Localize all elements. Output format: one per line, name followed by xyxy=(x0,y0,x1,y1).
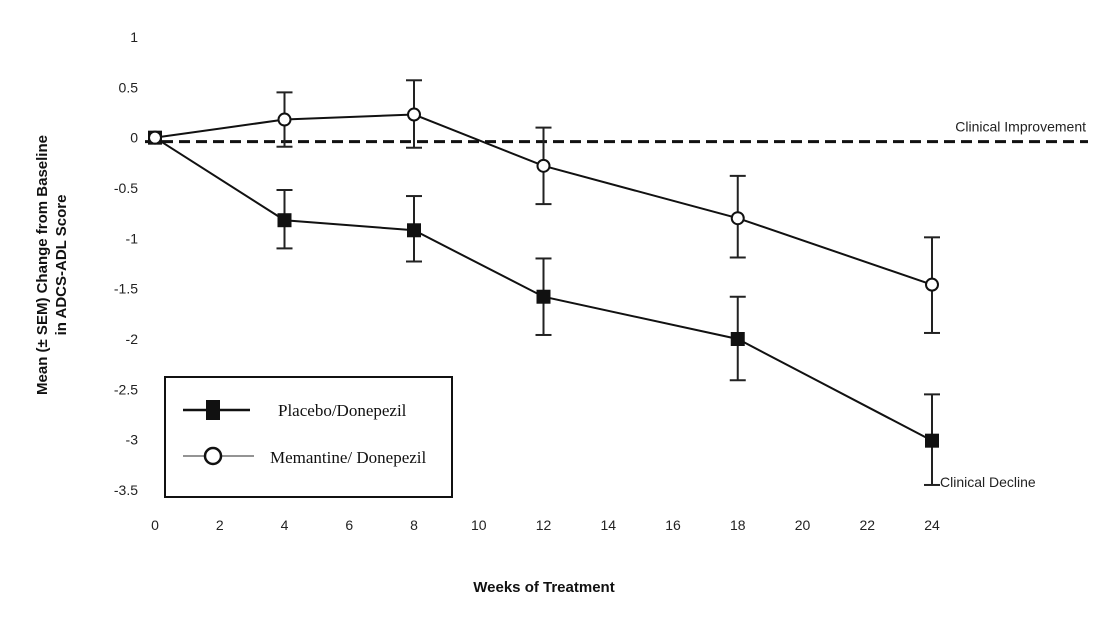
y-tick-label: -3 xyxy=(126,432,139,448)
series-layer xyxy=(148,79,940,486)
y-axis-title-line-1: Mean (± SEM) Change from Baseline xyxy=(34,135,51,395)
legend-label-placebo: Placebo/Donepezil xyxy=(278,401,407,420)
legend-item-memantine: Memantine/ Donepezil xyxy=(183,446,427,467)
data-point-square xyxy=(407,223,421,238)
data-point-circle xyxy=(536,158,551,173)
x-tick-label: 20 xyxy=(795,517,811,533)
x-axis-title: Weeks of Treatment xyxy=(473,579,614,596)
series-line xyxy=(154,113,933,286)
data-point-circle xyxy=(148,130,162,145)
x-tick-label: 2 xyxy=(216,517,224,533)
series-memantine-donepezil xyxy=(148,79,940,334)
x-tick-label: 6 xyxy=(345,517,353,533)
x-tick-label: 24 xyxy=(924,517,940,533)
legend-label-memantine: Memantine/ Donepezil xyxy=(270,448,427,467)
x-tick-label: 22 xyxy=(859,517,875,533)
data-point-square xyxy=(730,332,745,346)
legend-box xyxy=(164,376,453,498)
series-line xyxy=(154,136,933,442)
y-tick-label: -2.5 xyxy=(114,381,138,397)
y-tick-label: -2 xyxy=(126,331,139,347)
y-axis-title: Mean (± SEM) Change from Baseline in ADC… xyxy=(34,135,70,395)
y-axis-ticks: 1 0.5 0 -0.5 -1 -1.5 -2 -2.5 -3 -3.5 xyxy=(114,29,138,498)
x-axis-ticks: 0 2 4 6 8 10 12 14 16 18 20 22 24 xyxy=(151,517,940,533)
data-point-square xyxy=(925,433,939,448)
data-point-square xyxy=(536,289,551,304)
x-tick-label: 12 xyxy=(536,517,552,533)
legend-item-placebo: Placebo/Donepezil xyxy=(183,400,407,420)
x-tick-label: 8 xyxy=(410,517,418,533)
data-point-circle xyxy=(730,211,745,226)
data-point-circle xyxy=(277,112,292,127)
data-point-circle xyxy=(925,277,939,292)
legend: Placebo/Donepezil Memantine/ Donepezil xyxy=(164,376,453,498)
y-tick-label: -0.5 xyxy=(114,180,138,196)
y-tick-label: -1.5 xyxy=(114,281,138,297)
x-tick-label: 14 xyxy=(600,517,616,533)
annotation-clinical-decline: Clinical Decline xyxy=(940,474,1036,490)
annotation-clinical-improvement: Clinical Improvement xyxy=(955,119,1086,135)
x-tick-label: 16 xyxy=(665,517,681,533)
x-tick-label: 0 xyxy=(151,517,159,533)
x-tick-label: 10 xyxy=(471,517,487,533)
y-tick-label: 1 xyxy=(130,29,138,45)
y-tick-label: 0 xyxy=(130,130,138,146)
legend-marker-filled-square xyxy=(206,400,220,420)
y-tick-label: -1 xyxy=(126,230,139,246)
data-point-square xyxy=(277,213,292,228)
y-tick-label: 0.5 xyxy=(119,79,139,95)
y-axis-title-line-2: in ADCS-ADL Score xyxy=(53,195,70,336)
x-tick-label: 18 xyxy=(730,517,746,533)
y-tick-label: -3.5 xyxy=(114,482,138,498)
data-point-circle xyxy=(407,107,421,122)
x-tick-label: 4 xyxy=(281,517,289,533)
legend-marker-open-circle xyxy=(203,446,223,466)
